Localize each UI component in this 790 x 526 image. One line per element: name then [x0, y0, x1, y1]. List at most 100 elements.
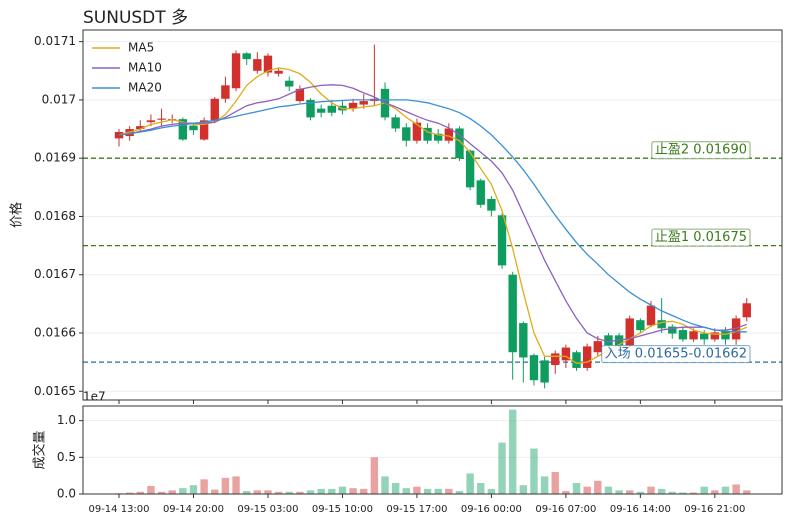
volume-bar [125, 492, 134, 494]
volume-bar [306, 490, 315, 494]
candle-body [295, 88, 305, 102]
candle-body [497, 215, 507, 266]
volume-bar [274, 491, 283, 494]
volume-bar [647, 486, 655, 494]
volume-bar [445, 488, 453, 494]
volume-bar [551, 472, 559, 494]
candle-body [657, 320, 666, 329]
x-tick-label: 09-14 20:00 [163, 504, 224, 515]
candle-body [221, 85, 230, 99]
volume-bar [179, 488, 187, 494]
candle-body [285, 80, 294, 87]
candle-body [455, 128, 464, 159]
volume-bar [721, 486, 730, 494]
y-tick-label: 0.0171 [34, 34, 76, 48]
level-annotation: 止盈1 0.01675 [651, 228, 751, 247]
candle-body [327, 105, 336, 113]
volume-bar [189, 485, 198, 494]
candle-body [359, 101, 368, 105]
candle-body [157, 118, 166, 120]
candle-body [721, 331, 730, 340]
candle-body [646, 305, 656, 326]
volume-bar [498, 442, 506, 494]
volume-bar [530, 448, 538, 494]
volume-bar [264, 490, 272, 494]
volume-bar [657, 488, 666, 494]
candle-body [263, 55, 273, 73]
candle-body [476, 180, 485, 205]
candle-body [391, 117, 400, 129]
candle-body [316, 108, 326, 113]
volume-frame [82, 405, 783, 495]
candle-body [178, 119, 188, 140]
volume-bar [604, 486, 613, 494]
ma-line [118, 99, 747, 333]
volume-bar [487, 488, 496, 494]
volume-bar [349, 488, 357, 494]
volume-bar [562, 491, 570, 494]
volume-bar [360, 488, 368, 494]
volume-bar [732, 484, 740, 494]
candle-body [625, 318, 634, 346]
volume-bar [519, 485, 528, 494]
candle-body [593, 341, 602, 353]
volume-bar [253, 490, 262, 494]
ma-line [118, 67, 748, 364]
candle-body [146, 120, 156, 123]
y-tick-label: 0.0169 [34, 151, 76, 165]
annotation-label: 止盈2 0.01690 [655, 143, 747, 158]
candle-body [242, 53, 251, 60]
volume-bar [328, 488, 336, 494]
volume-bar [147, 485, 155, 494]
y-tick-label: 0.0168 [34, 209, 76, 223]
candle-body [689, 331, 698, 340]
x-tick-label: 09-16 07:00 [535, 504, 596, 515]
volume-bar [466, 473, 474, 494]
candle-body [306, 99, 315, 118]
volume-bar [242, 491, 251, 494]
candle-body [487, 198, 496, 211]
y-tick-label: 0.0 [57, 487, 76, 501]
y-tick-label: 1.0 [57, 413, 76, 427]
candle-body [189, 125, 198, 131]
volume-bar [679, 492, 687, 494]
x-tick-label: 09-15 03:00 [237, 504, 298, 515]
candle-body [412, 122, 422, 141]
ma-line [118, 84, 748, 343]
candle-body [114, 131, 124, 139]
y-axis-label: 价格 [9, 202, 25, 228]
y-tick-label: 0.5 [57, 450, 76, 464]
candle-body [529, 355, 539, 381]
x-tick-label: 09-16 00:00 [461, 504, 522, 515]
x-tick-label: 09-14 13:00 [88, 504, 149, 515]
x-tick-label: 09-15 17:00 [386, 504, 447, 515]
candle-body [199, 120, 209, 140]
candle-body [700, 333, 709, 340]
level-annotation: 入场 0.01655-0.01662 [601, 345, 751, 364]
volume-bar [402, 488, 410, 494]
y-tick-label: 0.0166 [34, 325, 76, 339]
volume-bar [636, 491, 645, 494]
volume-bar [477, 483, 485, 494]
candle-body [465, 150, 475, 188]
volume-bar [370, 457, 379, 494]
volume-bar [423, 488, 432, 494]
x-tick-label: 09-16 14:00 [610, 504, 671, 515]
volume-bar [689, 492, 698, 494]
candle-body [710, 332, 720, 340]
volume-bar [508, 409, 517, 494]
volume-bar [391, 483, 400, 494]
annotation-label: 入场 0.01655-0.01662 [605, 347, 747, 362]
volume-bar [381, 476, 389, 494]
volume-bar [594, 480, 602, 494]
candle-body [604, 335, 613, 346]
legend-label: MA10 [128, 61, 162, 75]
candle-body [253, 59, 262, 71]
price-frame [82, 29, 783, 401]
volume-bar [211, 489, 219, 494]
candle-body [348, 102, 358, 109]
candle-body [210, 98, 219, 121]
candle-body [519, 323, 528, 358]
annotation-box [651, 228, 751, 247]
